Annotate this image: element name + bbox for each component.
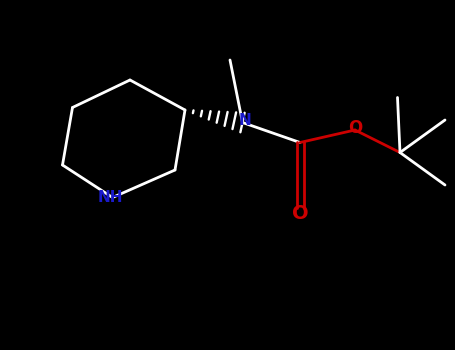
Text: NH: NH [97,190,123,205]
Text: O: O [292,204,308,223]
Text: N: N [238,112,251,127]
Text: O: O [348,119,362,137]
